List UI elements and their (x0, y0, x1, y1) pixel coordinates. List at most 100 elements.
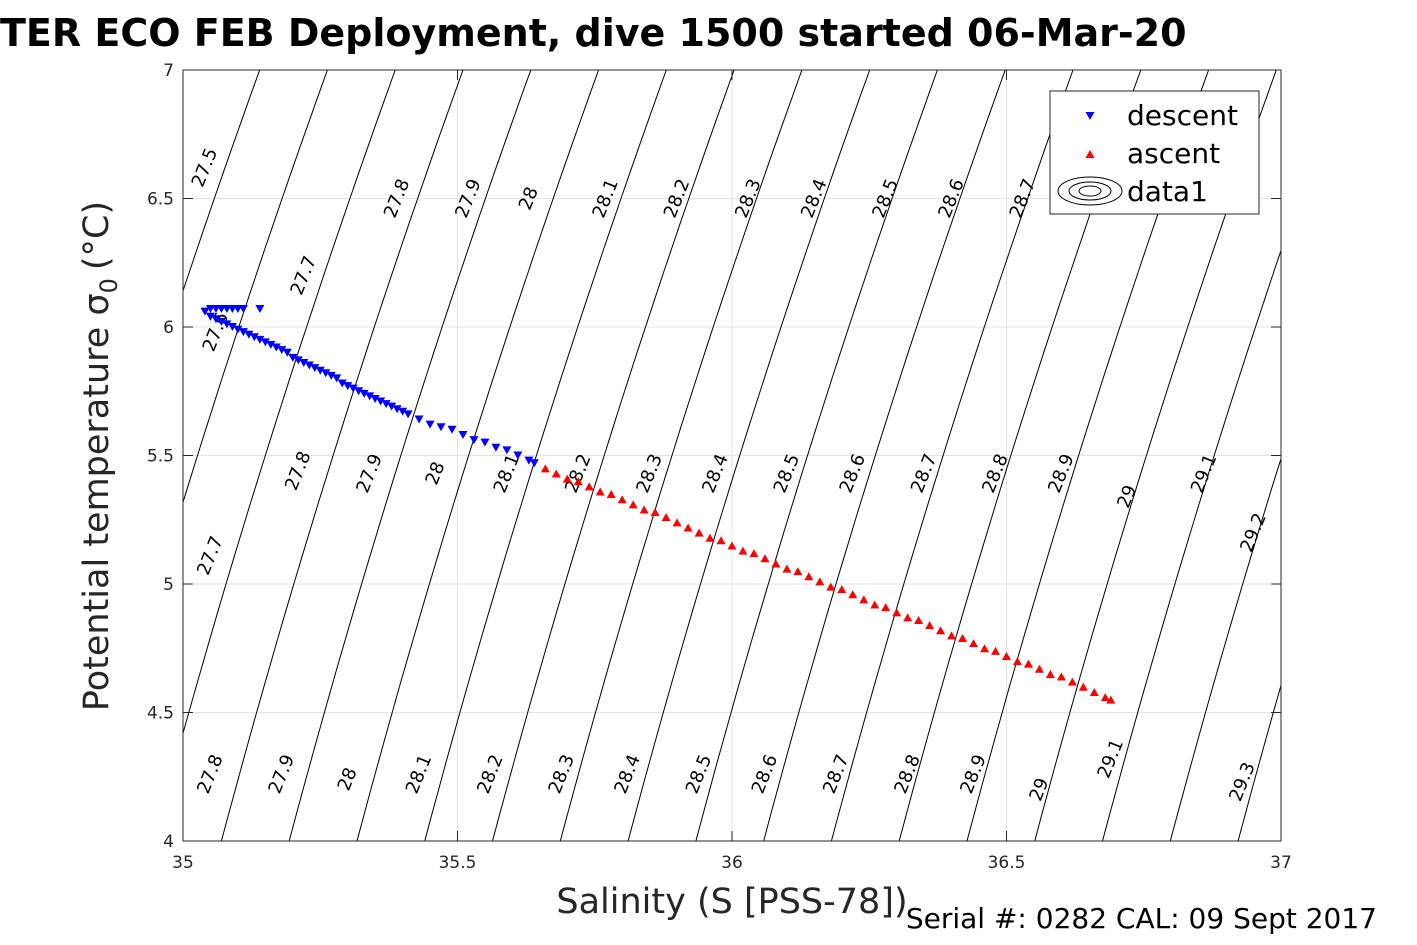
descent-marker (502, 446, 512, 455)
ascent-marker (1056, 672, 1066, 681)
descent-marker (233, 325, 243, 334)
descent-marker (343, 382, 353, 391)
descent-marker (387, 402, 397, 411)
descent-marker (529, 459, 539, 468)
y-axis-label-unit: (°C) (77, 201, 117, 270)
ascent-marker (903, 613, 913, 622)
ascent-marker (815, 577, 825, 586)
contour-label: 27.5 (188, 145, 222, 190)
ascent-marker (1023, 659, 1033, 668)
contour-label: 29 (1025, 775, 1053, 804)
contour-label: 27.8 (193, 752, 227, 797)
descent-marker (469, 436, 479, 445)
ascent-marker (1089, 687, 1099, 696)
ascent-marker (925, 621, 935, 630)
x-tick-label: 37 (1270, 853, 1292, 873)
descent-marker (381, 400, 391, 409)
ascent-marker (1067, 677, 1077, 686)
descent-marker (222, 320, 232, 329)
contour-line-27.8 (220, 70, 464, 841)
ascent-marker (1045, 669, 1055, 678)
y-axis-label: Potential temperature σ0 (°C) (77, 201, 123, 711)
ascent-marker (672, 518, 682, 527)
y-tick-label: 6.5 (147, 190, 174, 210)
legend: descent ascent data1 (1049, 90, 1260, 215)
ascent-marker (826, 582, 836, 591)
contour-label: 28.2 (473, 752, 507, 797)
descent-marker (255, 335, 265, 344)
contour-label: 28.8 (890, 752, 924, 797)
y-tick-label: 4.5 (147, 704, 174, 724)
contour-line-28.3 (559, 70, 803, 841)
contour-label: 28.7 (907, 451, 941, 496)
ascent-marker (947, 631, 957, 640)
descent-marker (354, 387, 364, 396)
ascent-marker (848, 590, 858, 599)
contour-label: 29.2 (1236, 510, 1270, 555)
ascent-marker (639, 505, 649, 514)
descent-marker (480, 438, 490, 447)
x-tick-label: 35.5 (439, 853, 477, 873)
ascent-marker (892, 608, 902, 617)
descent-marker (447, 425, 457, 434)
descent-marker (260, 338, 270, 347)
svg-text:Potential temperature σ0(°C): Potential temperature σ0 (°C) (77, 201, 123, 711)
x-axis-label: Salinity (S [PSS-78]) (556, 882, 907, 922)
ascent-marker (650, 508, 660, 517)
ascent-marker (958, 633, 968, 642)
descent-marker (398, 407, 408, 416)
ascent-marker (1034, 664, 1044, 673)
ascent-marker (606, 490, 616, 499)
contour-label: 28.5 (682, 752, 716, 797)
ascent-marker (705, 533, 715, 542)
ascent-marker (1002, 651, 1011, 660)
descent-marker (414, 415, 424, 424)
contour-line-28 (356, 70, 600, 841)
descent-marker (524, 456, 534, 465)
ascent-marker (1106, 695, 1116, 704)
contour-label: 28 (515, 184, 543, 213)
ascent-marker (837, 585, 847, 594)
ascent-marker (562, 474, 572, 483)
ascent-marker (694, 528, 704, 537)
ascent-marker (914, 615, 924, 624)
descent-marker (337, 379, 347, 388)
descent-marker (425, 420, 435, 429)
contour-label: 28 (422, 459, 450, 488)
descent-marker (458, 430, 468, 439)
contour-line-27.6 (183, 70, 328, 505)
ascent-marker (573, 477, 583, 486)
contour-line-29.1 (1101, 248, 1281, 841)
contour-label: 28.7 (819, 752, 853, 797)
y-tick-label: 5.5 (147, 447, 174, 467)
ascent-marker (683, 523, 693, 532)
ascent-marker (804, 572, 814, 581)
descent-marker (436, 423, 446, 432)
contour-line-28.5 (695, 70, 938, 841)
ascent-marker (584, 482, 594, 491)
descent-marker (277, 346, 287, 355)
contour-label: 29.3 (1225, 759, 1259, 804)
serial-calibration-text: Serial #: 0282 CAL: 09 Sept 2017 (906, 902, 1377, 935)
legend-marker-data1-contour-icon (1057, 176, 1123, 206)
contour-line-28.6 (763, 70, 1006, 841)
descent-marker (255, 305, 265, 314)
ascent-marker (859, 595, 869, 604)
contour-label: 29.1 (1187, 451, 1221, 496)
contour-label: 28 (334, 765, 362, 794)
contour-label: 28.1 (490, 451, 524, 496)
legend-box (1049, 90, 1260, 215)
ascent-marker (727, 541, 737, 550)
y-axis-label-subscript: 0 (95, 278, 123, 293)
contour-line-28.1 (424, 70, 667, 841)
ascent-marker (551, 469, 561, 478)
descent-marker (304, 361, 314, 370)
ascent-marker (936, 626, 946, 635)
legend-marker-ascent (1085, 150, 1095, 158)
y-tick-label: 7 (163, 61, 174, 81)
ascent-marker (716, 536, 726, 545)
ascent-marker (881, 603, 891, 612)
contour-line-27.5 (183, 70, 261, 293)
contour-line-28.4 (627, 70, 871, 841)
